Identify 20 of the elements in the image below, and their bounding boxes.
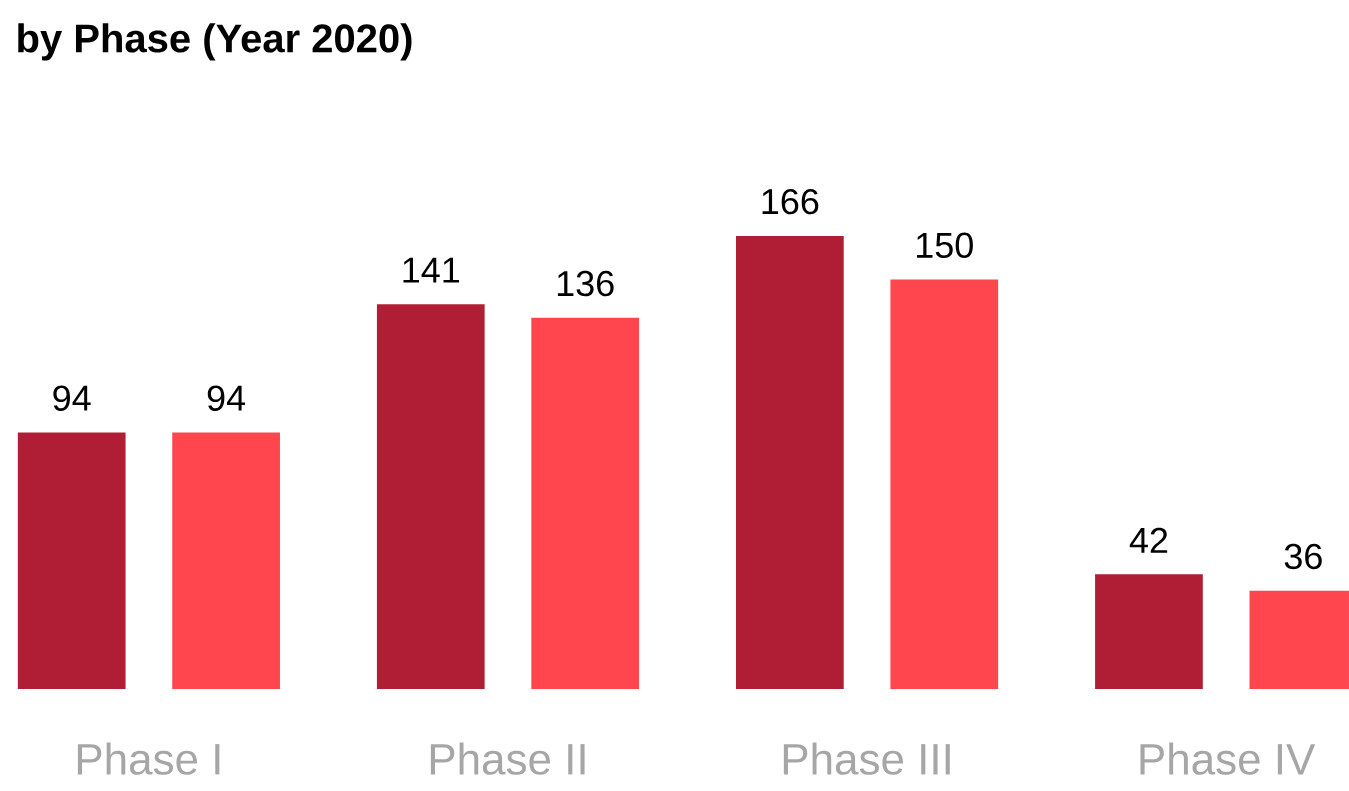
x-tick-label: Phase II [430, 742, 585, 775]
data-label: 141 [403, 257, 460, 283]
data-label: 166 [762, 188, 819, 215]
bar [17, 432, 126, 689]
data-label: 36 [1284, 543, 1322, 570]
data-label: 150 [916, 232, 973, 259]
data-label: 42 [1129, 527, 1168, 553]
bar [736, 235, 844, 689]
bar [890, 279, 999, 689]
bar [1095, 574, 1203, 689]
x-tick-label: Phase IV [1140, 742, 1316, 775]
data-label: 94 [207, 385, 246, 411]
data-label: 94 [53, 385, 91, 411]
bar [376, 304, 485, 689]
chart-title: by Phase (Year 2020) [18, 23, 412, 61]
bar [172, 432, 280, 689]
bar [531, 317, 640, 689]
data-label: 136 [557, 270, 614, 297]
x-tick-label: Phase III [783, 742, 950, 775]
x-tick-label: Phase I [77, 742, 220, 775]
